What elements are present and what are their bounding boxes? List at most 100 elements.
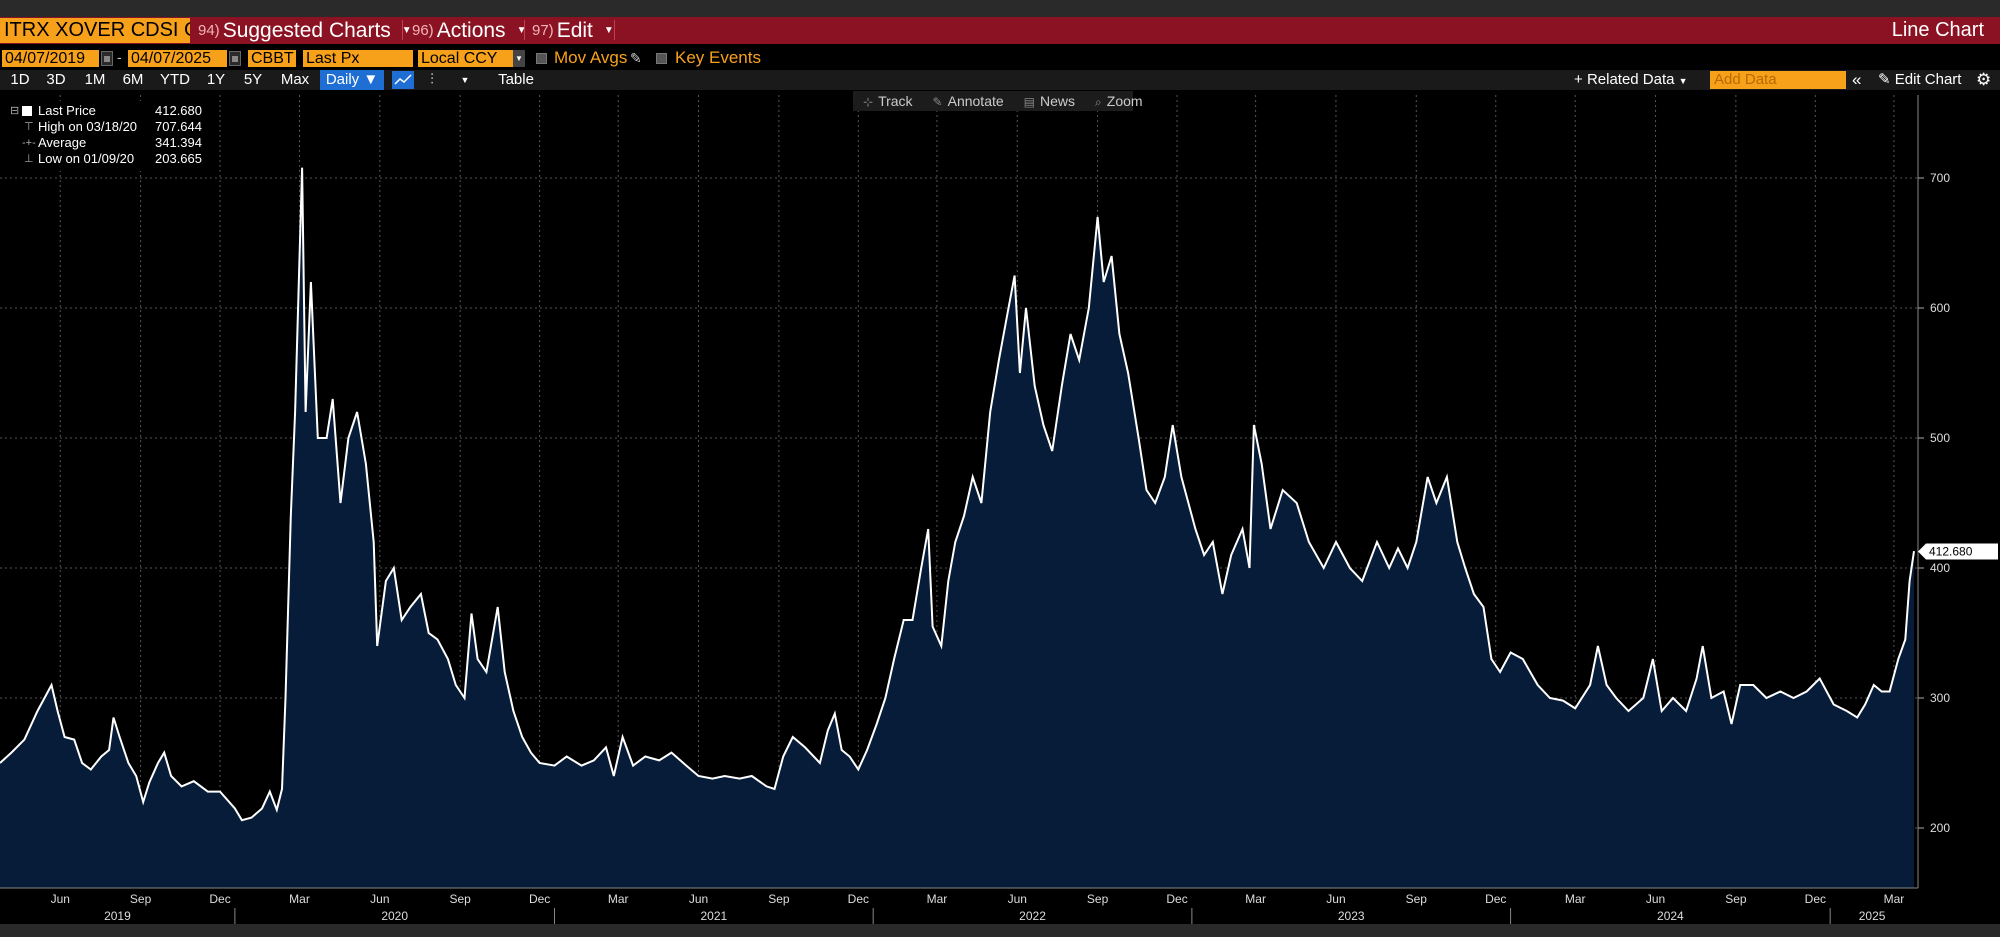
y-tick-label: 300 [1930, 691, 1950, 705]
chart-type-label[interactable]: Line Chart [1891, 19, 1984, 41]
x-tick-label: Sep [1406, 892, 1428, 906]
chevron-down-icon[interactable]: ▼ [513, 50, 525, 67]
related-data-button[interactable]: + Related Data ▼ [1574, 71, 1688, 88]
chart-legend: ⊟ Last Price 412.680 ⊤ High on 03/18/20 … [4, 101, 206, 171]
price-field-select[interactable]: Last Px [303, 50, 413, 67]
actions-menu[interactable]: 96) Actions ▼ [412, 17, 526, 44]
track-label: Track [878, 93, 913, 109]
frequency-select[interactable]: Daily ▼ [320, 70, 384, 90]
legend-low[interactable]: ⊥ Low on 01/09/20 203.665 [4, 151, 206, 167]
x-tick-label: Sep [449, 892, 471, 906]
start-date-input[interactable]: 04/07/2019 [2, 50, 99, 67]
range-ytd[interactable]: YTD [160, 71, 190, 88]
security-ticker-field[interactable]: ITRX XOVER CDSI GE [0, 18, 190, 43]
range-1d[interactable]: 1D [10, 71, 30, 88]
suggested-charts-number: 94) [198, 22, 220, 39]
key-events-checkbox[interactable] [656, 53, 667, 64]
pricing-source-field[interactable]: CBBT [248, 50, 296, 67]
mov-avgs-label[interactable]: Mov Avgs [554, 48, 628, 67]
calendar-icon[interactable] [101, 51, 113, 66]
currency-select[interactable]: Local CCY [418, 50, 513, 67]
magnifier-icon: ⌕ [1095, 94, 1102, 109]
zoom-tool[interactable]: ⌕ Zoom [1085, 93, 1153, 110]
add-data-input[interactable]: Add Data [1710, 71, 1846, 89]
news-tool[interactable]: ▤ News [1014, 93, 1085, 109]
y-tick-label: 600 [1930, 301, 1950, 315]
x-tick-label: Dec [529, 892, 550, 906]
chevron-down-icon: ▼ [603, 25, 614, 36]
chevron-down-icon[interactable]: ▼ [460, 75, 470, 85]
track-tool[interactable]: ⊹ Track [853, 93, 923, 109]
x-tick-label: Sep [130, 892, 152, 906]
actions-label: Actions [436, 19, 506, 42]
table-button[interactable]: Table [498, 71, 534, 88]
range-1m[interactable]: 1M [84, 71, 106, 88]
range-3d[interactable]: 3D [46, 71, 66, 88]
x-tick-label: Mar [1565, 892, 1586, 906]
end-date-input[interactable]: 04/07/2025 [128, 50, 227, 67]
legend-label: Average [38, 135, 87, 150]
collapse-icon[interactable]: « [1852, 70, 1862, 89]
mov-avgs-checkbox[interactable] [536, 53, 547, 64]
x-tick-label: Mar [1245, 892, 1266, 906]
zoom-label: Zoom [1106, 92, 1143, 109]
legend-label: High on 03/18/20 [38, 119, 138, 134]
range-5y[interactable]: 5Y [243, 71, 263, 88]
window-top-strip [0, 0, 2000, 17]
x-tick-label: Mar [289, 892, 310, 906]
y-tick-label: 200 [1930, 821, 1950, 835]
legend-high[interactable]: ⊤ High on 03/18/20 707.644 [4, 119, 206, 135]
command-bar [0, 17, 2000, 44]
chevron-down-icon: ▼ [516, 25, 527, 36]
divider [402, 20, 403, 40]
actions-number: 96) [412, 22, 434, 39]
range-1y[interactable]: 1Y [206, 71, 226, 88]
legend-average[interactable]: -+- Average 341.394 [4, 135, 206, 151]
candlestick-icon[interactable]: ⫶ [430, 71, 434, 88]
divider [614, 20, 615, 40]
x-tick-label: Mar [608, 892, 629, 906]
x-year-label: 2020 [381, 909, 408, 923]
y-tick-label: 700 [1930, 171, 1950, 185]
line-chart-icon[interactable] [392, 71, 414, 89]
legend-value: 341.394 [155, 135, 202, 150]
edit-chart-button[interactable]: ✎ Edit Chart [1878, 71, 1962, 88]
tree-icon: ⊟ [10, 105, 20, 117]
x-tick-label: Sep [1087, 892, 1109, 906]
x-tick-label: Sep [1725, 892, 1747, 906]
range-6m[interactable]: 6M [122, 71, 144, 88]
chart-tools: ⊹ Track ✎ Annotate ▤ News ⌕ Zoom [853, 91, 1143, 111]
edit-menu[interactable]: 97) Edit ▼ [532, 17, 614, 44]
legend-value: 707.644 [155, 119, 202, 134]
related-data-label: Related Data [1586, 71, 1675, 88]
key-events-label[interactable]: Key Events [675, 48, 761, 67]
range-max[interactable]: Max [280, 71, 310, 88]
x-tick-label: Jun [1326, 892, 1345, 906]
y-tick-label: 400 [1930, 561, 1950, 575]
x-tick-label: Sep [768, 892, 790, 906]
edit-label: Edit [556, 19, 593, 42]
x-tick-label: Jun [370, 892, 389, 906]
x-year-label: 2025 [1859, 909, 1886, 923]
x-tick-label: Mar [927, 892, 948, 906]
legend-label: Low on 01/09/20 [38, 151, 135, 166]
x-year-label: 2022 [1019, 909, 1046, 923]
x-tick-label: Dec [1166, 892, 1187, 906]
x-year-label: 2023 [1338, 909, 1365, 923]
pencil-icon[interactable]: ✎ [630, 50, 642, 66]
calendar-icon[interactable] [229, 51, 241, 66]
low-marker-icon: ⊥ [24, 153, 34, 165]
annotate-tool[interactable]: ✎ Annotate [923, 93, 1014, 109]
news-icon: ▤ [1023, 95, 1036, 109]
gear-icon[interactable]: ⚙ [1976, 70, 1992, 89]
x-tick-label: Jun [1646, 892, 1665, 906]
legend-last-price[interactable]: ⊟ Last Price 412.680 [4, 103, 206, 119]
last-value-tag [1918, 543, 1998, 560]
legend-value: 203.665 [155, 151, 202, 166]
x-tick-label: Jun [51, 892, 70, 906]
suggested-charts-label: Suggested Charts [222, 19, 391, 42]
suggested-charts-menu[interactable]: 94) Suggested Charts ▼ [198, 17, 412, 44]
range-toolbar [0, 70, 2000, 90]
x-tick-label: Dec [209, 892, 230, 906]
